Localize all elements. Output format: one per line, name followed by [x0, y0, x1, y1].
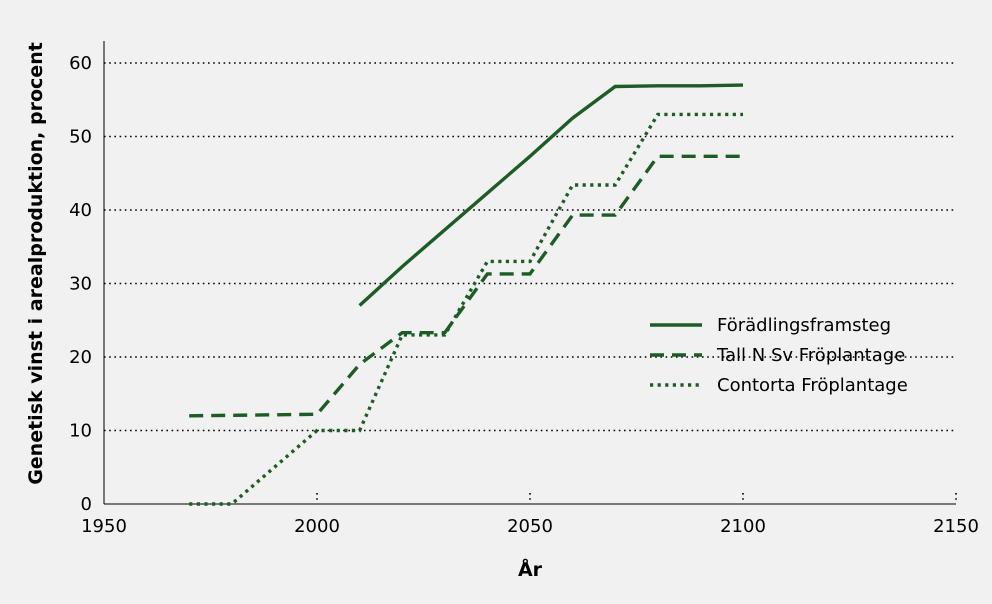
y-tick-label-10: 10 [69, 421, 92, 442]
tick-labels: 1950 2000 2050 2100 2150 0 10 20 30 40 50 60 [69, 53, 979, 537]
y-tick-label-0: 0 [81, 494, 92, 515]
legend-label-1: Förädlingsframsteg [717, 315, 891, 336]
x-tick-label-2100: 2100 [720, 516, 766, 537]
y-axis-title: Genetisk vinst i arealproduktion, procen… [25, 42, 47, 485]
y-tick-label-40: 40 [69, 200, 92, 221]
legend-label-2: Tall N Sv Fröplantage [716, 345, 905, 366]
x-axis-title: År [518, 557, 543, 581]
y-tick-label-30: 30 [69, 274, 92, 295]
x-tick-label-1950: 1950 [81, 516, 127, 537]
y-tick-label-50: 50 [69, 127, 92, 148]
series-lines [189, 83, 744, 506]
y-tick-label-20: 20 [69, 347, 92, 368]
y-tick-label-60: 60 [69, 53, 92, 74]
series-line-2 [189, 154, 743, 418]
x-tick-label-2050: 2050 [507, 516, 553, 537]
legend: Förädlingsframsteg Tall N Sv Fröplantage C… [650, 315, 908, 396]
series-line-1 [358, 83, 744, 307]
x-tick-label-2000: 2000 [294, 516, 340, 537]
x-tick-label-2150: 2150 [933, 516, 979, 537]
axes [103, 41, 956, 505]
legend-label-3: Contorta Fröplantage [717, 375, 908, 396]
series-line-3 [189, 112, 743, 506]
grid-lines [104, 62, 956, 432]
